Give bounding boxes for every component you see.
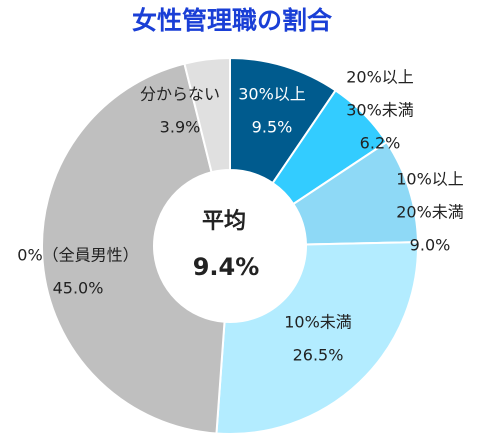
value-label: 9.0% [410, 236, 451, 255]
value-label: 9.5% [252, 118, 293, 137]
segment-label: 30%未満 [346, 101, 414, 120]
center-circle [155, 171, 305, 321]
segment-label: 0%（全員男性） [17, 246, 138, 265]
segment-label: 分からない [140, 85, 220, 104]
segment-label: 30%以上 [238, 85, 306, 104]
segment-label: 20%未満 [396, 203, 464, 222]
center-value: 9.4% [193, 253, 260, 281]
value-label: 45.0% [53, 279, 104, 298]
value-label: 6.2% [360, 134, 401, 153]
segment-label: 10%以上 [396, 170, 464, 189]
donut-segment [215, 241, 419, 435]
value-label: 3.9% [160, 118, 201, 137]
center-label: 平均 [202, 208, 246, 234]
chart-title: 女性管理職の割合 [132, 6, 333, 35]
segment-label: 10%未満 [284, 313, 352, 332]
segment-label: 20%以上 [346, 68, 414, 87]
donut-segment [183, 56, 231, 174]
donut-segment [41, 62, 226, 435]
value-label: 26.5% [293, 346, 344, 365]
